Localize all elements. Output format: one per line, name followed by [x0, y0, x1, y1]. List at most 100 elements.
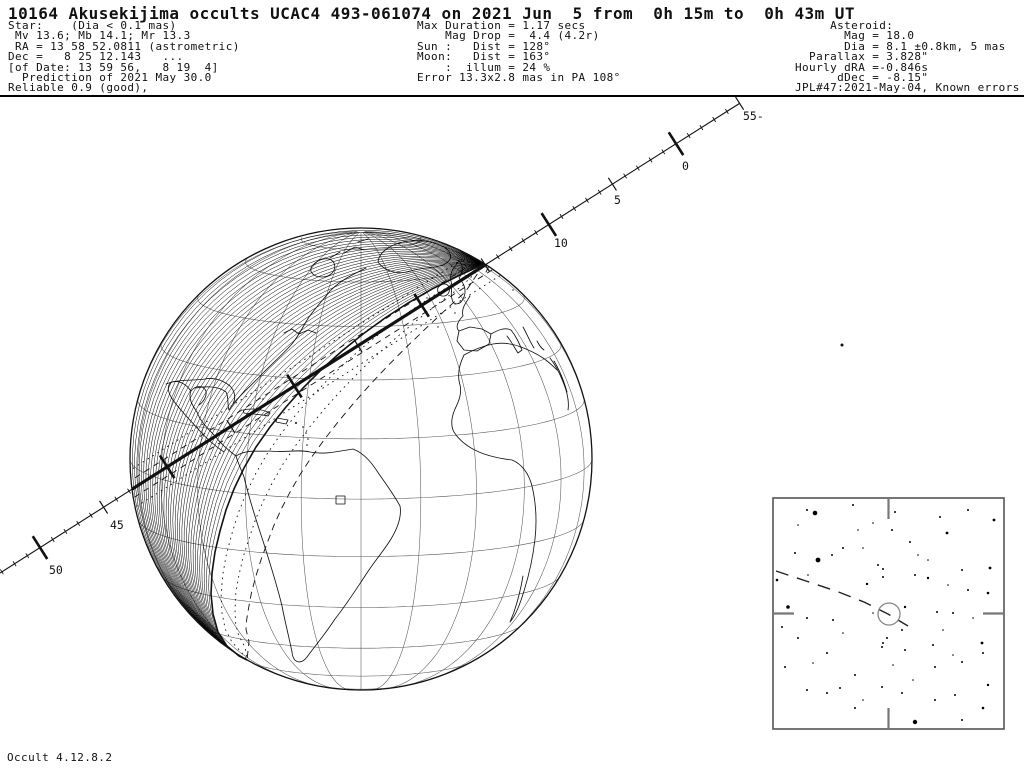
- inset-star: [812, 510, 818, 516]
- path-time-label: 50: [49, 563, 63, 577]
- inset-star: [881, 686, 883, 688]
- meridian-line: [300, 231, 361, 690]
- hatch-line: [172, 261, 485, 661]
- inset-star: [934, 699, 936, 701]
- map-marker-square: [335, 495, 346, 505]
- meridian-line: [364, 231, 585, 652]
- inset-star: [961, 569, 963, 571]
- hatch-line: [132, 230, 485, 661]
- path-time-label: 5: [614, 193, 621, 207]
- inset-star: [826, 652, 828, 654]
- path-time-tick: [648, 157, 653, 163]
- path-time-tick: [25, 553, 30, 559]
- path-time-label: 10: [554, 236, 568, 250]
- twilight-line: [234, 263, 485, 661]
- starchart-inset: [772, 497, 1005, 730]
- path-time-tick: [226, 419, 236, 434]
- hatch-line: [199, 263, 485, 661]
- inset-star: [781, 626, 783, 628]
- inset-star: [934, 666, 936, 668]
- hatch-line: [179, 263, 485, 661]
- hatch-line: [208, 263, 485, 661]
- hatch-line: [163, 257, 485, 661]
- inset-star: [797, 524, 799, 526]
- hatch-line: [165, 258, 485, 661]
- inset-star: [945, 531, 949, 535]
- island-dot: [307, 438, 309, 440]
- inset-star: [894, 511, 896, 513]
- map-speck: [454, 312, 456, 314]
- hatch-line: [190, 263, 485, 661]
- hatch-line: [145, 243, 485, 661]
- inset-star: [914, 574, 916, 576]
- coastline-africa-west-coast: [451, 354, 537, 623]
- inset-star: [854, 707, 856, 709]
- night-hatch: [132, 230, 485, 661]
- island-dot: [302, 426, 304, 428]
- inset-star: [892, 664, 894, 666]
- island-dot: [306, 444, 308, 446]
- meridian-line: [364, 231, 562, 679]
- inset-star: [832, 619, 834, 621]
- path-time-tick: [597, 189, 602, 195]
- path-limit-line: [130, 228, 592, 588]
- map-speck: [840, 343, 844, 347]
- inset-star: [784, 666, 786, 668]
- hatch-line: [150, 247, 485, 661]
- hatch-line: [159, 254, 485, 661]
- coastline-north-africa-coast: [463, 342, 558, 371]
- meridian-line: [362, 231, 477, 689]
- inset-star: [904, 649, 906, 651]
- hatch-line: [136, 234, 485, 661]
- hatch-line: [170, 261, 485, 661]
- inset-star: [903, 605, 907, 609]
- path-time-tick: [114, 496, 119, 502]
- path-time-tick: [50, 536, 55, 543]
- path-time-tick: [623, 173, 628, 179]
- path-time-tick: [76, 520, 81, 526]
- inset-star: [936, 611, 938, 613]
- inset-star: [807, 574, 809, 576]
- hatch-line: [147, 245, 485, 661]
- inset-star: [882, 568, 884, 570]
- occultation-path: 55- 0 5 10 45 50: [0, 96, 764, 577]
- inset-star: [831, 554, 833, 556]
- inset-star: [912, 679, 914, 681]
- inset-star: [947, 584, 949, 586]
- inset-star: [881, 646, 883, 648]
- terminator-line: [210, 263, 485, 661]
- inset-star: [806, 617, 808, 619]
- path-time-tick: [635, 165, 640, 171]
- hatch-line: [161, 255, 485, 661]
- path-time-label: 45: [110, 518, 124, 532]
- path-time-tick: [353, 339, 363, 353]
- target-star-circle: [877, 602, 901, 626]
- coastline-caribbean-islands: [242, 408, 289, 425]
- star-info-block: Star: (Dia < 0.1 mas) Mv 13.6; Mb 14.1; …: [8, 19, 240, 95]
- meridian-line: [363, 231, 525, 687]
- path-time-tick: [158, 454, 176, 479]
- inset-star: [967, 509, 969, 511]
- inset-star: [939, 516, 941, 518]
- coastline-red-sea: [549, 357, 569, 411]
- hatch-line: [203, 263, 485, 661]
- coastline-hudson-bay: [310, 258, 336, 278]
- inset-star: [826, 692, 828, 694]
- inset-star: [917, 554, 919, 556]
- hatch-line: [138, 236, 485, 661]
- path-time-tick: [508, 246, 513, 252]
- path-time-tick: [607, 177, 617, 191]
- inset-star: [901, 629, 903, 631]
- path-time-tick: [0, 569, 4, 575]
- inset-star: [909, 541, 911, 543]
- twilight-line: [220, 263, 485, 661]
- hatch-line: [197, 263, 485, 661]
- island-dot: [295, 422, 297, 424]
- inset-star: [982, 652, 984, 654]
- hatch-line: [141, 238, 485, 661]
- path-time-tick: [699, 124, 704, 131]
- inset-star: [852, 504, 854, 506]
- inset-star: [862, 699, 864, 701]
- inset-star: [877, 564, 879, 566]
- path-time-tick: [88, 512, 93, 518]
